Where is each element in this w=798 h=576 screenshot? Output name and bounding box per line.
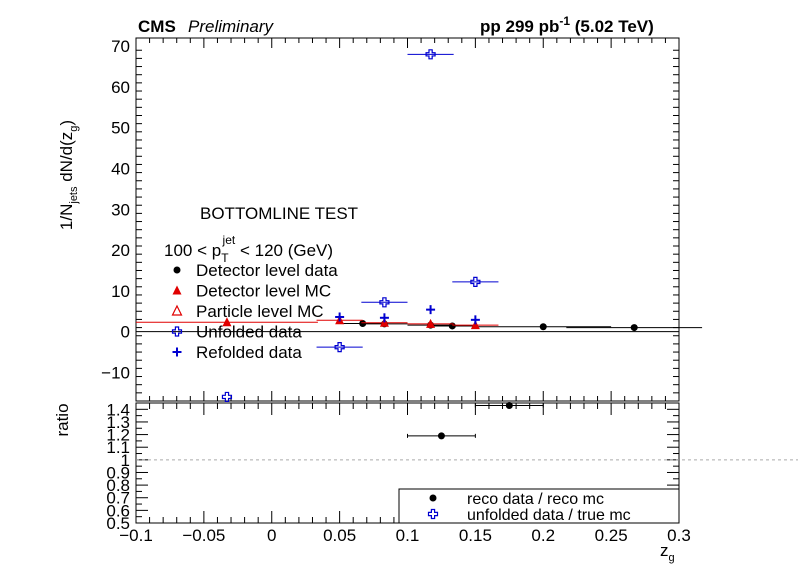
x-tick-label: 0.25: [595, 526, 628, 545]
legend-marker: [172, 285, 182, 295]
ratio-y-tick-labels: 0.50.60.70.80.911.11.21.31.4: [106, 400, 130, 533]
ratio-y-tick-label: 1.3: [106, 413, 130, 432]
marker-shape: [379, 297, 390, 308]
legend-marker: [173, 266, 181, 274]
marker-shape: [172, 285, 182, 295]
ratio-y-tick-label: 1: [121, 451, 130, 470]
x-tick-label: 0: [267, 526, 276, 545]
main-y-tick-label: 50: [111, 119, 130, 138]
ratio-y-tick-label: 0.5: [106, 514, 130, 533]
legend-label: reco data / reco mc: [467, 491, 604, 508]
x-tick-labels: −0.1 −0.05 0 0.05 0.1 0.15 0.2 0.25 0.3: [119, 526, 691, 545]
data-point: [505, 402, 513, 410]
ratio-y-tick-label: 1.1: [106, 438, 130, 457]
main-data-points: [136, 49, 703, 403]
x-tick-label: 0.2: [531, 526, 555, 545]
data-point: [334, 342, 345, 353]
pt-range-label: 100 < pTjet < 120 (GeV): [164, 233, 333, 265]
legend-label: Detector level data: [196, 261, 338, 280]
x-tick-label: 0.15: [459, 526, 492, 545]
data-point: [470, 315, 480, 325]
ratio-legend-box: [398, 488, 680, 524]
cms-label: CMS: [138, 17, 176, 36]
marker-shape: [470, 320, 480, 330]
data-point: [222, 317, 232, 327]
ratio-y-tick-label: 0.9: [106, 463, 130, 482]
x-tick-label: −0.1: [119, 526, 153, 545]
marker-shape: [426, 318, 436, 328]
legend-marker: [427, 508, 439, 520]
main-y-tick-label: 60: [111, 78, 130, 97]
ratio-data-points: [407, 402, 544, 440]
ratio-y-tick-label: 1.4: [106, 400, 130, 419]
legend-label: unfolded data / true mc: [467, 507, 631, 524]
marker-shape: [470, 276, 481, 288]
legend-marker: [171, 304, 183, 316]
marker-shape: [221, 391, 233, 403]
main-y-tick-label: 20: [111, 241, 130, 260]
marker-shape: [173, 266, 181, 274]
marker-shape: [222, 317, 232, 327]
main-y-tick-label: 0: [121, 323, 130, 342]
main-y-tick-label: 70: [111, 37, 130, 56]
preliminary-label: Preliminary: [188, 17, 275, 36]
legend-label: Refolded data: [196, 343, 302, 362]
main-y-tick-label: 30: [111, 200, 130, 219]
marker-shape: [171, 304, 183, 316]
ratio-y-tick-label: 0.7: [106, 489, 130, 508]
marker-shape: [539, 323, 547, 331]
main-axis-ticks: [135, 38, 680, 401]
legend-label: Unfolded data: [196, 323, 302, 342]
data-point: [630, 324, 638, 332]
ratio-y-tick-label: 0.6: [106, 501, 130, 520]
marker-shape: [427, 508, 439, 520]
data-point: [539, 323, 547, 331]
legend-marker: [429, 494, 437, 502]
x-tick-label: −0.05: [182, 526, 225, 545]
data-point: [437, 432, 445, 440]
main-legend: Detector level data Detector level MCPart…: [171, 261, 338, 362]
data-point: [470, 276, 481, 288]
legend-label: Particle level MC: [196, 302, 324, 321]
legend-label: Detector level MC: [196, 282, 331, 301]
data-point: [221, 391, 233, 403]
marker-shape: [630, 324, 638, 332]
ratio-y-tick-label: 0.8: [106, 476, 130, 495]
legend-marker: [172, 347, 182, 357]
marker-shape: [425, 49, 436, 60]
marker-shape: [505, 402, 513, 410]
marker-shape: [334, 342, 345, 353]
ratio-y-tick-label: 1.2: [106, 426, 130, 445]
data-point: [425, 49, 436, 60]
main-y-axis-title: 1/Njets dN/d(zg): [57, 120, 80, 230]
test-label: BOTTOMLINE TEST: [200, 204, 358, 223]
marker-shape: [437, 432, 445, 440]
legend-marker: [171, 326, 183, 337]
main-y-tick-labels: −10 0 10 20 30 40 50 60 70: [101, 37, 130, 382]
data-point: [379, 313, 389, 323]
x-tick-label: 0.05: [323, 526, 356, 545]
data-point: [426, 305, 436, 315]
main-y-tick-label: 10: [111, 282, 130, 301]
data-point: [470, 320, 480, 330]
ratio-y-axis-title: ratio: [53, 403, 72, 436]
marker-shape: [429, 494, 437, 502]
marker-shape: [171, 326, 183, 337]
data-point: [426, 318, 436, 328]
x-tick-label: 0.3: [667, 526, 691, 545]
x-tick-label: 0.1: [396, 526, 420, 545]
main-y-tick-label: −10: [101, 363, 130, 382]
main-y-tick-label: 40: [111, 160, 130, 179]
data-point: [379, 297, 390, 308]
data-point: [335, 312, 345, 322]
lumi-label: pp 299 pb-1 (5.02 TeV): [480, 14, 654, 36]
